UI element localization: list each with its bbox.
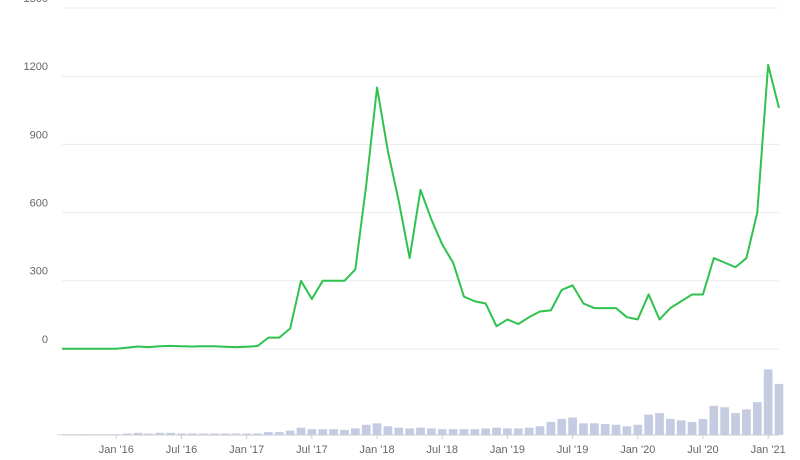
volume-bar (101, 434, 110, 435)
volume-bar (231, 433, 241, 435)
volume-bar (122, 433, 132, 435)
x-tick-label: Jan '17 (229, 444, 264, 456)
volume-bar (535, 426, 545, 435)
volume-bar (622, 426, 632, 435)
y-tick-label: 1200 (24, 61, 48, 73)
volume-bar (253, 433, 262, 435)
volume-bar (220, 433, 230, 435)
volume-bar (720, 407, 730, 435)
volume-bar (166, 432, 175, 435)
x-tick-label: Jul '18 (427, 444, 458, 456)
volume-bar (296, 427, 306, 435)
volume-bar (177, 433, 186, 435)
volume-bar (752, 402, 762, 435)
volume-bar (481, 428, 491, 435)
volume-bar (633, 424, 643, 435)
volume-bar (274, 432, 284, 435)
volume-bar (470, 429, 480, 435)
volume-bar (405, 428, 414, 435)
x-tick-label: Jan '21 (751, 444, 786, 456)
x-tick-label: Jul '16 (166, 444, 197, 456)
volume-bar (198, 433, 208, 435)
volume-bar (492, 427, 501, 435)
volume-bar (307, 429, 317, 435)
volume-bar (242, 433, 252, 435)
volume-bar (503, 428, 512, 435)
volume-bar (644, 414, 653, 435)
volume-bar (155, 432, 165, 435)
volume-bar (144, 433, 154, 435)
volume-bar (763, 369, 773, 435)
volume-bar (568, 417, 577, 435)
volume-bar (557, 418, 567, 435)
volume-bar (600, 424, 610, 435)
volume-bar (57, 434, 67, 435)
volume-bar (79, 434, 89, 435)
volume-bar (589, 423, 599, 435)
volume-bar (709, 405, 719, 435)
volume-bar (459, 429, 469, 435)
volume-bar (437, 429, 447, 435)
x-tick-label: Jan '18 (359, 444, 394, 456)
volume-bar (264, 432, 273, 435)
volume-bar (416, 427, 425, 435)
volume-bar (361, 424, 371, 435)
volume-bar (372, 423, 382, 435)
volume-bar (427, 428, 436, 435)
x-tick-label: Jan '20 (620, 444, 655, 456)
x-tick-label: Jul '19 (557, 444, 588, 456)
volume-bar (329, 429, 338, 435)
volume-bar (90, 434, 99, 435)
x-tick-label: Jan '16 (99, 444, 134, 456)
volume-bar (676, 420, 686, 435)
volume-bar (687, 421, 697, 435)
y-tick-label: 1500 (24, 0, 48, 5)
price-line (62, 63, 780, 350)
volume-bar (383, 426, 393, 435)
volume-bar (774, 383, 784, 435)
volume-bar (394, 427, 404, 435)
x-tick-label: Jul '20 (687, 444, 718, 456)
y-tick-label: 300 (30, 266, 48, 278)
volume-bar (546, 421, 556, 435)
y-tick-label: 900 (30, 129, 48, 141)
volume-bar (513, 428, 523, 435)
volume-bar (133, 432, 143, 435)
x-tick-label: Jan '19 (490, 444, 525, 456)
y-tick-label: 600 (30, 198, 48, 210)
volume-bar (524, 427, 534, 435)
volume-bar (698, 418, 708, 435)
volume-bar (285, 430, 295, 435)
volume-bar (318, 429, 328, 435)
volume-bar (731, 413, 740, 435)
volume-bar (448, 429, 458, 435)
volume-bar (340, 429, 349, 435)
x-tick-label: Jul '17 (296, 444, 327, 456)
volume-bar (666, 418, 675, 435)
volume-bar (655, 413, 664, 435)
volume-bar (68, 434, 78, 435)
y-tick-label: 0 (42, 334, 48, 346)
volume-bar (209, 433, 219, 435)
volume-bar (188, 433, 197, 435)
volume-bar (579, 423, 588, 435)
volume-bar (742, 409, 751, 435)
volume-bar (350, 428, 360, 435)
volume-bar (611, 424, 621, 435)
volume-bar (111, 434, 121, 435)
